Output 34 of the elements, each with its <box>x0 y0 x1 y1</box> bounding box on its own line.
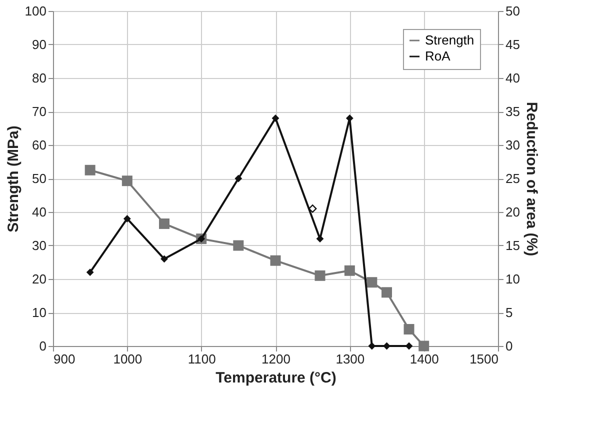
y2-tick-label: 40 <box>506 70 520 86</box>
y-tick-label: 90 <box>32 37 46 52</box>
y2-tick-label: 20 <box>506 204 520 220</box>
x-tick-label: 1200 <box>262 352 290 366</box>
x-tick-label: 1300 <box>336 352 365 366</box>
y-tick-label: 70 <box>32 104 46 119</box>
y-tick-label: 20 <box>32 272 46 286</box>
y2-tick-label: 10 <box>506 272 520 286</box>
y-axis-title: Strength (MPa) <box>4 126 22 232</box>
y-tick-label: 40 <box>32 204 46 220</box>
y-tick-label: 80 <box>32 70 46 86</box>
y2-tick-label: 35 <box>506 104 520 119</box>
y-tick-label: 10 <box>32 305 46 320</box>
x-axis-title: Temperature (°C) <box>216 370 336 386</box>
y2-tick-label: 30 <box>506 138 520 152</box>
x-tick-label: 1100 <box>188 352 216 366</box>
y2-tick-label: 25 <box>506 171 520 186</box>
y2-tick-label: 50 <box>506 4 520 18</box>
y2-tick-label: 0 <box>506 338 513 354</box>
legend-label: RoA <box>425 48 451 64</box>
y-tick-label: 0 <box>39 338 46 354</box>
x-tick-label: 1500 <box>470 352 498 366</box>
y2-tick-label: 5 <box>506 305 513 320</box>
y2-tick-label: 15 <box>506 238 520 253</box>
y-tick-label: 60 <box>32 138 46 152</box>
y2-axis-title: Reduction of area (%) <box>522 102 540 256</box>
legend-label: Strength <box>425 32 474 48</box>
y-tick-label: 30 <box>32 238 46 253</box>
x-tick-label: 900 <box>54 352 76 366</box>
y2-tick-label: 45 <box>506 37 520 52</box>
y-tick-label: 100 <box>24 4 46 18</box>
x-tick-label: 1400 <box>410 352 439 366</box>
x-tick-label: 1000 <box>113 352 142 366</box>
y-tick-label: 50 <box>32 171 46 186</box>
